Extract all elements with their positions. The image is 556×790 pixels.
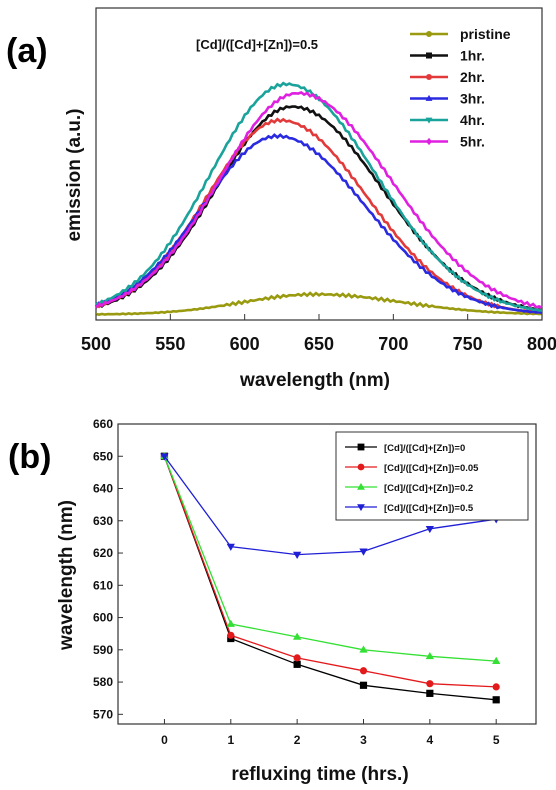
panel-a-series-line <box>95 291 543 317</box>
panel-a-legend-marker <box>426 31 432 37</box>
panel-a-y-axis-label: emission (a.u.) <box>64 108 85 241</box>
panel-b-legend-marker <box>357 463 365 471</box>
panel-a-series-line <box>95 91 543 309</box>
panel-b-x-tick-label: 0 <box>161 733 168 747</box>
panel-b-data-point <box>426 680 434 688</box>
panel-b-series <box>160 451 501 704</box>
panel-a-legend-label: 1hr. <box>460 48 485 64</box>
panel-a-series-1 <box>95 291 543 317</box>
panel-b-y-axis-label: wavelength (nm) <box>56 500 77 651</box>
panel-a-annotation: [Cd]/([Cd]+[Zn])=0.5 <box>196 37 318 52</box>
panel-a-x-axis-label: wavelength (nm) <box>239 370 390 391</box>
panel-b-data-point <box>293 654 301 662</box>
panel-a-legend-marker <box>426 74 432 80</box>
panel-b-data-point <box>226 543 235 551</box>
panel-a-legend-label: 5hr. <box>460 134 485 150</box>
panel-a-legend-label: 4hr. <box>460 112 485 128</box>
panel-b-data-point <box>293 660 301 668</box>
panel-b: (b) 0 1 2 3 4 5 570 580 590 600 610 620 630 640 650 660… <box>8 417 537 785</box>
panel-b-y-tick-label: 590 <box>93 643 113 657</box>
panel-b-data-point <box>359 548 368 556</box>
panel-a-legend-marker <box>425 94 433 101</box>
panel-a-series-6 <box>95 91 543 309</box>
panel-b-data-point <box>425 651 434 660</box>
panel-a-series-4 <box>95 133 543 315</box>
panel-a: (a) 500 550 600 650 700 750 800 [Cd]/([Cd]+[Zn… <box>6 7 556 391</box>
panel-b-data-point <box>359 645 368 653</box>
panel-b-data-point <box>492 656 501 664</box>
panel-b-data-point <box>359 681 368 689</box>
panel-b-data-point <box>160 453 169 461</box>
panel-a-series-5 <box>95 81 542 312</box>
panel-a-legend: pristine 1hr. 2hr. 3hr. 4hr. 5hr. <box>410 26 511 150</box>
panel-b-y-tick-label: 640 <box>93 482 113 496</box>
panel-b-y-tick-label: 650 <box>93 449 113 463</box>
panel-b-x-tick-label: 4 <box>426 733 433 747</box>
panel-a-x-tick-label: 600 <box>230 334 260 354</box>
panel-b-y-tick-label: 610 <box>93 578 113 592</box>
panel-b-series-line <box>163 456 497 701</box>
panel-a-x-tick-label: 550 <box>155 334 185 354</box>
panel-b-series-3 <box>160 451 501 664</box>
panel-a-legend-marker <box>426 137 432 146</box>
panel-a-legend-label: 3hr. <box>460 91 485 107</box>
panel-b-x-tick-label: 5 <box>493 733 500 747</box>
panel-b-y-tick-label: 630 <box>93 514 113 528</box>
panel-b-y-tick-label: 620 <box>93 546 113 560</box>
panel-b-y-tick-label: 600 <box>93 611 113 625</box>
panel-b-plot-frame <box>117 423 537 725</box>
panel-a-curves <box>95 81 543 317</box>
panel-a-legend-label: pristine <box>460 26 511 42</box>
panel-b-legend-label: [Cd]/([Cd]+[Zn])=0 <box>384 443 465 454</box>
panel-b-legend-label: [Cd]/([Cd]+[Zn])=0.2 <box>384 483 473 494</box>
panel-b-data-point <box>293 551 302 559</box>
panel-b-x-tick-label: 2 <box>294 733 301 747</box>
panel-b-label: (b) <box>8 438 51 476</box>
panel-b-series-line <box>163 456 497 662</box>
panel-b-data-point <box>359 667 368 675</box>
panel-b-data-point <box>425 525 434 534</box>
panel-b-legend: [Cd]/([Cd]+[Zn])=0 [Cd]/([Cd]+[Zn])=0.05 [… <box>335 431 529 521</box>
panel-b-data-point <box>492 683 500 691</box>
panel-b-x-tick-label: 3 <box>360 733 367 747</box>
panel-b-x-axis-label: refluxing time (hrs.) <box>231 764 408 785</box>
panel-b-data-point <box>426 689 434 697</box>
panel-b-legend-label: [Cd]/([Cd]+[Zn])=0.05 <box>384 463 479 474</box>
panel-b-x-tick-label: 1 <box>227 733 234 747</box>
panel-b-data-point <box>226 619 235 627</box>
panel-b-data-point <box>492 696 500 704</box>
panel-a-x-axis: 500 550 600 650 700 750 800 <box>81 314 556 354</box>
panel-b-legend-marker <box>357 443 365 451</box>
panel-a-legend-marker <box>426 52 432 59</box>
panel-b-series-line <box>163 456 497 688</box>
panel-b-legend-marker <box>357 504 365 512</box>
panel-a-series-line <box>95 133 543 315</box>
panel-b-legend-marker <box>357 482 365 490</box>
panel-b-y-tick-label: 660 <box>93 417 113 431</box>
panel-b-y-tick-label: 570 <box>93 707 113 721</box>
panel-a-x-tick-label: 700 <box>378 334 408 354</box>
panel-a-x-tick-label: 800 <box>527 334 556 354</box>
panel-a-x-tick-label: 650 <box>304 334 334 354</box>
panel-b-legend-label: [Cd]/([Cd]+[Zn])=0.5 <box>384 503 474 514</box>
panel-b-data-point <box>293 632 302 640</box>
panel-b-y-tick-label: 580 <box>93 675 113 689</box>
panel-a-legend-label: 2hr. <box>460 69 485 85</box>
panel-b-axes: 0 1 2 3 4 5 570 580 590 600 610 620 630 640 650 660 <box>93 417 500 747</box>
panel-b-series-line <box>163 455 497 556</box>
panel-b-data-point <box>227 631 235 639</box>
panel-a-legend-marker <box>425 117 433 124</box>
panel-a-label: (a) <box>6 32 48 70</box>
panel-a-series-line <box>95 81 542 312</box>
panel-a-x-tick-label: 750 <box>453 334 483 354</box>
panel-a-x-tick-label: 500 <box>81 334 111 354</box>
